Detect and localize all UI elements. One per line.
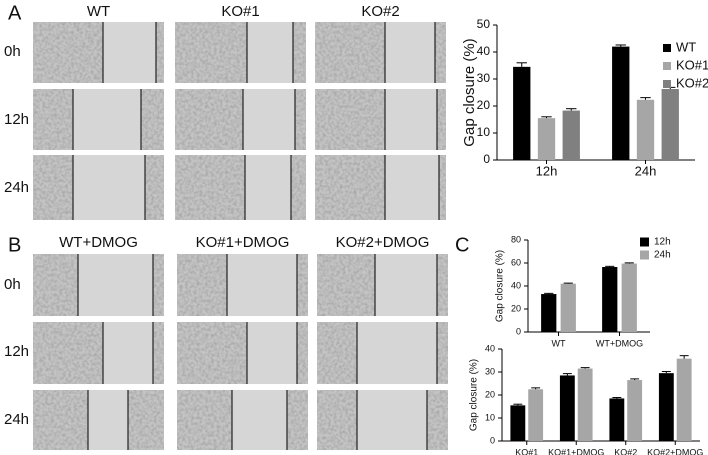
row-label: 0h — [4, 276, 21, 293]
bar — [658, 373, 674, 441]
x-tick-label: 24h — [635, 163, 657, 178]
legend-label: WT — [676, 39, 696, 54]
wound-gap — [73, 89, 141, 150]
wound-gap — [375, 254, 437, 316]
panel-label: A — [8, 2, 22, 24]
y-tick-label: 20 — [477, 98, 491, 112]
bar — [661, 88, 679, 160]
bar — [559, 375, 575, 441]
legend-swatch — [663, 80, 671, 88]
x-tick-label: KO#2 — [614, 447, 637, 455]
legend-label: KO#2 — [676, 75, 708, 90]
wound-gap — [385, 22, 435, 83]
wound-gap — [78, 254, 153, 316]
legend-swatch — [663, 62, 671, 70]
wound-gap — [232, 390, 287, 450]
bar — [621, 263, 637, 332]
bar — [602, 267, 618, 332]
wound-gap — [245, 155, 291, 220]
legend-label: 12h — [654, 237, 671, 248]
y-axis-label: Gap closure (%) — [495, 250, 506, 322]
wound-gap — [88, 390, 128, 450]
row-label: 12h — [4, 111, 29, 128]
y-tick-label: 50 — [477, 17, 491, 31]
bar — [562, 110, 580, 160]
column-header: KO#1+DMOG — [196, 234, 290, 251]
bar — [577, 368, 593, 441]
wound-gap — [73, 155, 145, 220]
y-tick-label: 0 — [516, 326, 521, 336]
wound-gap — [103, 22, 156, 83]
y-tick-label: 20 — [511, 303, 521, 313]
x-tick-label: WT+DMOG — [596, 338, 643, 348]
bar — [510, 405, 526, 441]
bar — [528, 389, 544, 441]
column-header: WT+DMOG — [59, 234, 138, 251]
legend-label: 24h — [654, 250, 671, 261]
bar — [609, 398, 625, 441]
bar — [676, 358, 692, 441]
bar — [612, 46, 630, 160]
y-axis-label: Gap closure (%) — [469, 359, 480, 431]
wound-gap — [385, 155, 439, 220]
column-header: KO#2 — [361, 3, 399, 20]
y-tick-label: 10 — [485, 412, 495, 422]
y-tick-label: 30 — [477, 71, 491, 85]
legend-swatch — [640, 250, 649, 260]
wound-gap — [243, 89, 295, 150]
wound-gap — [247, 22, 293, 83]
row-label: 24h — [4, 411, 29, 428]
x-tick-label: WT — [552, 338, 566, 348]
y-tick-label: 40 — [485, 343, 495, 353]
panel-label: C — [455, 234, 469, 256]
row-label: 24h — [4, 179, 29, 196]
y-tick-label: 80 — [511, 234, 521, 244]
bar — [560, 283, 576, 332]
y-axis-label: Gap closure (%) — [461, 38, 478, 146]
bar — [627, 380, 643, 441]
column-header: KO#1 — [221, 3, 259, 20]
y-tick-label: 10 — [477, 125, 491, 139]
legend-swatch — [663, 44, 671, 52]
y-tick-label: 60 — [511, 257, 521, 267]
y-tick-label: 0 — [483, 152, 490, 166]
wound-gap — [103, 322, 153, 384]
row-label: 0h — [4, 43, 21, 60]
legend-swatch — [640, 237, 649, 247]
legend-label: KO#1 — [676, 57, 708, 72]
y-tick-label: 30 — [485, 366, 495, 376]
x-tick-label: 12h — [536, 163, 558, 178]
y-tick-label: 0 — [490, 435, 495, 445]
bar — [541, 294, 557, 332]
x-tick-label: KO#1+DMOG — [548, 447, 604, 455]
bar — [513, 66, 531, 160]
y-tick-label: 40 — [477, 44, 491, 58]
y-tick-label: 20 — [485, 389, 495, 399]
wound-gap — [357, 322, 437, 384]
row-label: 12h — [4, 343, 29, 360]
column-header: KO#2+DMOG — [336, 234, 430, 251]
wound-gap — [385, 89, 437, 150]
x-tick-label: KO#2+DMOG — [647, 447, 703, 455]
bar — [636, 99, 655, 160]
bar — [537, 118, 556, 160]
wound-gap — [247, 322, 297, 384]
x-tick-label: KO#1 — [515, 447, 538, 455]
panel-label: B — [8, 234, 21, 256]
wound-gap — [227, 254, 297, 316]
wound-gap — [357, 390, 427, 450]
column-header: WT — [87, 3, 110, 20]
y-tick-label: 40 — [511, 280, 521, 290]
